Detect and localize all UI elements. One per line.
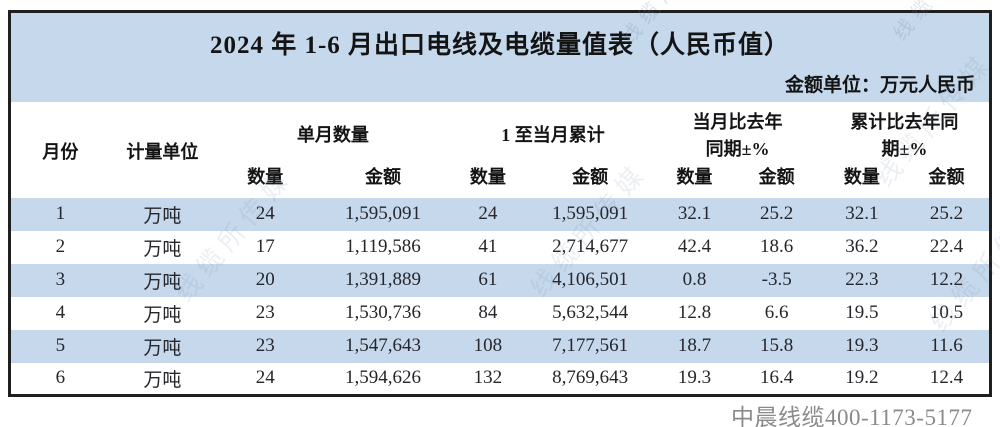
- cell-cumulative-qty: 61: [450, 263, 525, 297]
- subheader-monthly-amount: 金额: [315, 163, 451, 198]
- cell-monthly-amount: 1,595,091: [315, 197, 451, 231]
- cell-month: 4: [55, 302, 66, 323]
- table-row-month-6: 6 万吨 24 1,594,626 132 8,769,643 19.3 16.…: [10, 363, 991, 396]
- cell-cumulative-amount: 5,632,544: [552, 302, 629, 323]
- cell-month-yoy-amount: -3.5: [733, 263, 820, 297]
- bottom-brand-watermark: 中晨线缆400-1173-5177: [731, 405, 973, 427]
- cell-cumulative-yoy-amount: 12.4: [929, 367, 964, 389]
- cell-month-yoy-amount: 18.6: [760, 236, 794, 257]
- cell-cumulative-yoy-amount: 12.2: [904, 263, 991, 297]
- cell-cumulative-amount: 2,714,677: [552, 236, 629, 257]
- subheader-cumulative-amount: 金额: [524, 163, 656, 198]
- cell-unit: 万吨: [143, 369, 182, 391]
- unit-note-row: 金额单位：万元人民币: [9, 65, 991, 102]
- table-row-month-2: 2 万吨 17 1,119,586 41 2,714,677 42.4 18.6…: [10, 231, 991, 264]
- cell-cumulative-qty: 24: [450, 197, 525, 231]
- cell-unit: 万吨: [143, 238, 182, 260]
- export-data-table: 2024 年 1-6 月出口电线及电缆量值表（人民币值） 金额单位：万元人民币 …: [8, 10, 992, 397]
- cell-month-yoy-qty: 32.1: [655, 197, 734, 231]
- cell-month-yoy-qty: 18.7: [655, 329, 734, 363]
- cell-cumulative-amount: 1,595,091: [524, 197, 656, 231]
- cell-unit: 万吨: [143, 304, 182, 326]
- subheader-cumulative-yoy-amount: 金额: [904, 163, 991, 198]
- table-row-month-5: 5 万吨 23 1,547,643 108 7,177,561 18.7 15.…: [9, 329, 991, 363]
- cell-cumulative-yoy-amount: 22.4: [929, 236, 964, 257]
- cell-monthly-amount: 1,391,889: [315, 263, 451, 297]
- cell-unit: 万吨: [109, 263, 216, 297]
- header-monthly-group: 单月数量: [215, 101, 451, 164]
- header-cumulative-group: 1 至当月累计: [450, 101, 656, 164]
- cell-monthly-qty: 17: [255, 236, 275, 257]
- header-cumulative-yoy-group: 累计比去年同 期±%: [819, 101, 991, 164]
- cell-month: 1: [9, 197, 110, 231]
- cell-unit: 万吨: [109, 197, 216, 231]
- cell-monthly-amount: 1,594,626: [345, 367, 422, 389]
- unit-note: 金额单位：万元人民币: [784, 75, 975, 96]
- page-title: 2024 年 1-6 月出口电线及电缆量值表（人民币值）: [209, 32, 791, 60]
- subheader-cumulative-yoy-qty: 数量: [819, 163, 905, 198]
- subheader-month-yoy-qty: 数量: [655, 163, 734, 198]
- cell-month: 6: [55, 367, 66, 389]
- cell-cumulative-yoy-qty: 19.5: [845, 302, 879, 323]
- cell-cumulative-amount: 7,177,561: [524, 329, 656, 363]
- cell-monthly-amount: 1,547,643: [315, 329, 451, 363]
- cell-month-yoy-qty: 0.8: [655, 263, 734, 297]
- subheader-cumulative-qty: 数量: [450, 163, 525, 198]
- cell-monthly-qty: 24: [215, 197, 316, 231]
- cell-cumulative-amount: 4,106,501: [524, 263, 656, 297]
- header-unit: 计量单位: [109, 101, 216, 198]
- cell-cumulative-qty: 41: [478, 236, 498, 257]
- cell-monthly-amount: 1,119,586: [345, 236, 421, 257]
- cell-month: 3: [9, 263, 110, 297]
- cell-cumulative-yoy-qty: 19.2: [845, 367, 879, 389]
- title-row: 2024 年 1-6 月出口电线及电缆量值表（人民币值）: [9, 11, 991, 66]
- sub-header-row: 数量 金额 数量 金额 数量 金额 数量 金额: [10, 163, 991, 198]
- header-month: 月份: [9, 101, 110, 198]
- cell-month-yoy-amount: 16.4: [760, 367, 794, 389]
- group-header-row: 月份 计量单位 单月数量 1 至当月累计 当月比去年 同期±% 累计比去年同 期…: [9, 101, 991, 198]
- table-row-month-1: 1 万吨 24 1,595,091 24 1,595,091 32.1 25.2…: [9, 197, 991, 231]
- table-row-month-4: 4 万吨 23 1,530,736 84 5,632,544 12.8 6.6 …: [10, 297, 991, 330]
- cell-monthly-amount: 1,530,736: [345, 302, 422, 323]
- cell-cumulative-amount: 8,769,643: [552, 367, 629, 389]
- subheader-monthly-qty: 数量: [215, 163, 316, 198]
- cell-monthly-qty: 24: [255, 367, 275, 389]
- cell-cumulative-qty: 132: [473, 367, 503, 389]
- cell-cumulative-qty: 84: [478, 302, 498, 323]
- cell-month: 2: [55, 236, 66, 257]
- cell-month: 5: [9, 329, 110, 363]
- cell-month-yoy-qty: 19.3: [677, 367, 712, 389]
- subheader-month-yoy-amount: 金额: [733, 163, 820, 198]
- cell-month-yoy-qty: 42.4: [677, 236, 712, 257]
- cell-month-yoy-amount: 6.6: [764, 302, 789, 323]
- table-row-month-3: 3 万吨 20 1,391,889 61 4,106,501 0.8 -3.5 …: [9, 263, 991, 297]
- cell-monthly-qty: 23: [215, 329, 316, 363]
- cell-month-yoy-amount: 25.2: [733, 197, 820, 231]
- cell-cumulative-yoy-qty: 22.3: [819, 263, 905, 297]
- cell-cumulative-qty: 108: [450, 329, 525, 363]
- cell-month-yoy-qty: 12.8: [677, 302, 712, 323]
- cell-cumulative-yoy-qty: 19.3: [819, 329, 905, 363]
- cell-month-yoy-amount: 15.8: [733, 329, 820, 363]
- cell-cumulative-yoy-amount: 10.5: [929, 302, 964, 323]
- cell-cumulative-yoy-amount: 25.2: [904, 197, 991, 231]
- cell-cumulative-yoy-amount: 11.6: [904, 329, 991, 363]
- cell-monthly-qty: 23: [255, 302, 275, 323]
- header-month-yoy-group: 当月比去年 同期±%: [655, 101, 820, 164]
- cell-monthly-qty: 20: [215, 263, 316, 297]
- cell-cumulative-yoy-qty: 32.1: [819, 197, 905, 231]
- cell-unit: 万吨: [109, 329, 216, 363]
- cell-cumulative-yoy-qty: 36.2: [845, 236, 879, 257]
